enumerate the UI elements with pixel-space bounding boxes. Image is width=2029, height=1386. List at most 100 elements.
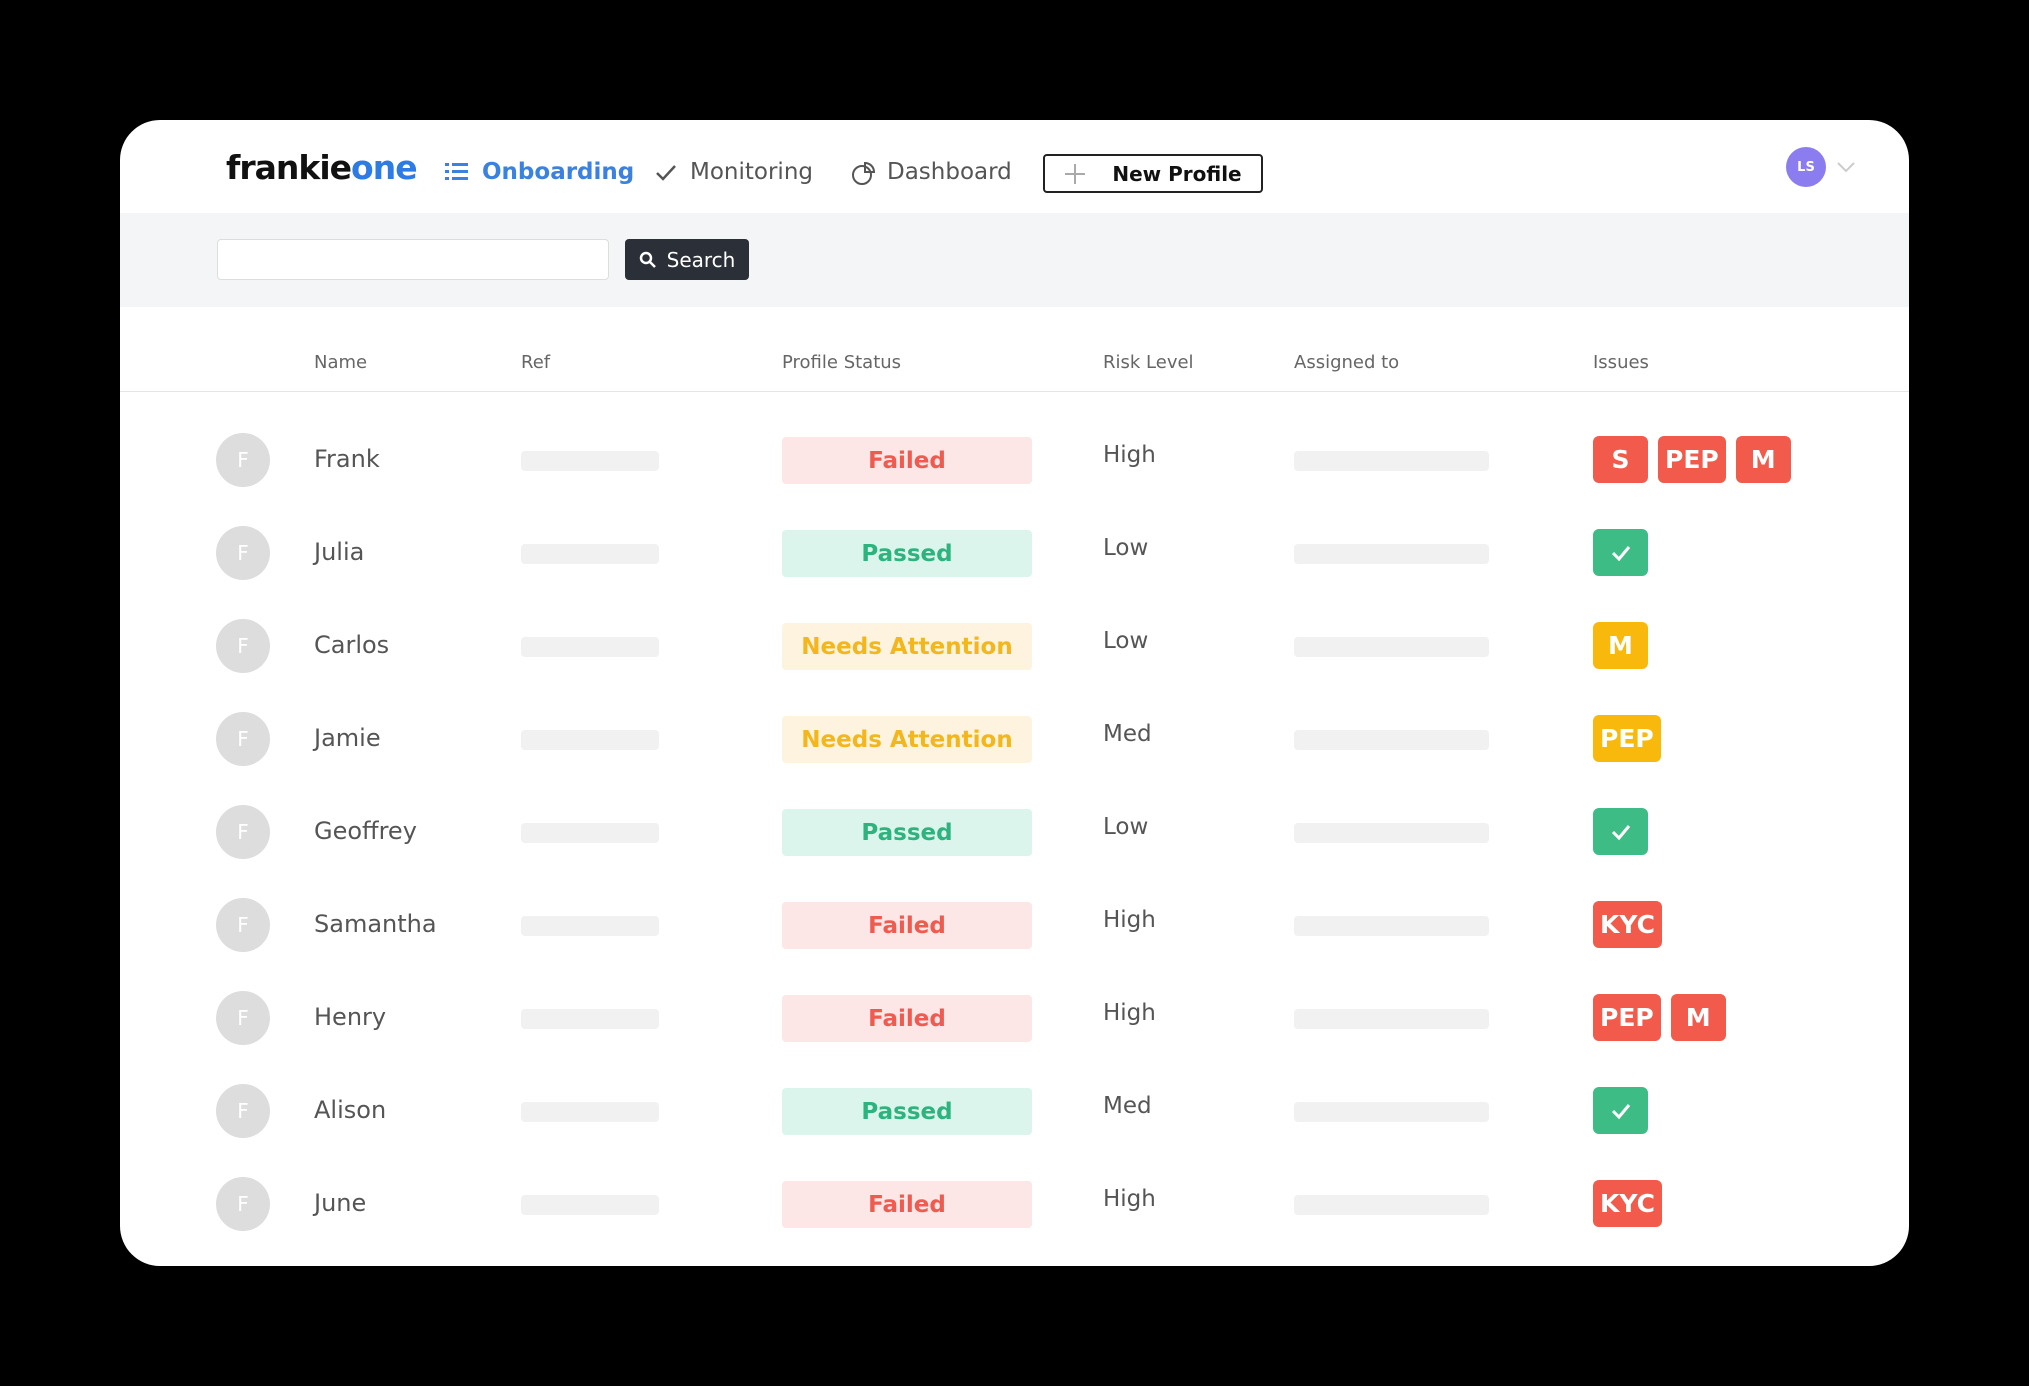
row-avatar: F: [216, 1177, 270, 1231]
column-header: Name: [314, 352, 368, 373]
issue-tag: M: [1735, 436, 1791, 483]
assigned-placeholder: [1294, 1102, 1489, 1122]
issues: PEP: [1593, 715, 1661, 762]
assigned-placeholder: [1294, 544, 1489, 564]
assigned-placeholder: [1294, 1195, 1489, 1215]
risk-level: Med: [1103, 721, 1152, 747]
table-row[interactable]: F Samantha Failed High KYC: [120, 879, 1909, 972]
nav-onboarding[interactable]: Onboarding: [482, 159, 635, 185]
issues: [1593, 529, 1648, 576]
chevron[interactable]: [1836, 160, 1856, 174]
search-input[interactable]: [217, 239, 609, 280]
issues: KYC: [1593, 1180, 1662, 1227]
check-icon: [1611, 545, 1630, 561]
assigned-placeholder: [1294, 730, 1489, 750]
issue-tag: S: [1593, 436, 1648, 483]
status-badge: Passed: [782, 1088, 1032, 1135]
ref-placeholder: [521, 1009, 659, 1029]
risk-level: High: [1103, 1000, 1156, 1026]
status-badge: Failed: [782, 1181, 1032, 1228]
check-icon: [1611, 1103, 1630, 1119]
status-badge: Needs Attention: [782, 623, 1032, 670]
row-avatar: F: [216, 1084, 270, 1138]
plus-icon: [1065, 163, 1086, 184]
row-avatar: F: [216, 712, 270, 766]
issue-tag: KYC: [1593, 1180, 1662, 1227]
column-header: Ref: [521, 352, 551, 373]
risk-level: High: [1103, 442, 1156, 468]
assigned-placeholder: [1294, 637, 1489, 657]
risk-level: Med: [1103, 1093, 1152, 1119]
row-avatar: F: [216, 805, 270, 859]
issue-tag: KYC: [1593, 901, 1662, 948]
list-icon: [445, 163, 468, 180]
new-profile-button[interactable]: New Profile: [1043, 154, 1263, 193]
table-row[interactable]: F Jamie Needs Attention Med PEP: [120, 693, 1909, 786]
risk-level: Low: [1103, 628, 1149, 654]
status-badge: Needs Attention: [782, 716, 1032, 763]
status-badge: Passed: [782, 809, 1032, 856]
logo-text: frankie: [226, 148, 352, 187]
issue-check: [1593, 529, 1648, 576]
name: Samantha: [314, 910, 437, 938]
table-row[interactable]: F Frank Failed High S PEP M: [120, 414, 1909, 507]
search-icon: [639, 251, 656, 268]
assigned-placeholder: [1294, 1009, 1489, 1029]
issues: KYC: [1593, 901, 1662, 948]
name: Geoffrey: [314, 817, 417, 845]
pie-icon: [852, 162, 875, 185]
logo[interactable]: frankieone: [226, 148, 418, 187]
issue-tag: PEP: [1593, 715, 1661, 762]
risk-level: High: [1103, 1186, 1156, 1212]
issue-tag: PEP: [1658, 436, 1726, 483]
name: June: [314, 1189, 367, 1217]
nav-dashboard[interactable]: Dashboard: [887, 159, 1012, 185]
column-header: Risk Level: [1103, 352, 1194, 373]
table-row[interactable]: F Henry Failed High PEP M: [120, 972, 1909, 1065]
ref-placeholder: [521, 637, 659, 657]
row-avatar: F: [216, 433, 270, 487]
ref-placeholder: [521, 823, 659, 843]
ref-placeholder: [521, 1195, 659, 1215]
table-row[interactable]: F Geoffrey Passed Low: [120, 786, 1909, 879]
name: Alison: [314, 1096, 387, 1124]
name: Julia: [314, 538, 365, 566]
risk-level: High: [1103, 907, 1156, 933]
nav-monitoring[interactable]: Monitoring: [690, 159, 813, 185]
status-badge: Failed: [782, 995, 1032, 1042]
ref-placeholder: [521, 451, 659, 471]
status-badge: Failed: [782, 437, 1032, 484]
column-header: Issues: [1593, 352, 1649, 373]
assigned-placeholder: [1294, 451, 1489, 471]
issues: [1593, 808, 1648, 855]
ref-placeholder: [521, 544, 659, 564]
user-avatar[interactable]: LS: [1786, 147, 1826, 187]
table-row[interactable]: F Carlos Needs Attention Low M: [120, 600, 1909, 693]
issue-tag: PEP: [1593, 994, 1661, 1041]
table-row[interactable]: F Alison Passed Med: [120, 1065, 1909, 1158]
logo-text: one: [351, 148, 418, 187]
status-badge: Failed: [782, 902, 1032, 949]
issue-check: [1593, 1087, 1648, 1134]
issues: M: [1593, 622, 1648, 669]
row-avatar: F: [216, 991, 270, 1045]
search-button[interactable]: Search: [625, 239, 749, 280]
name: Carlos: [314, 631, 390, 659]
search-bar: Search: [120, 213, 1909, 307]
button-label: New Profile: [1112, 161, 1242, 186]
app-window: frankieone Onboarding Monitoring Dashboa…: [120, 120, 1909, 1266]
issue-tag: M: [1593, 622, 1648, 669]
column-header: Profile Status: [782, 352, 902, 373]
name: Henry: [314, 1003, 387, 1031]
table-row[interactable]: F June Failed High KYC: [120, 1158, 1909, 1251]
issues: [1593, 1087, 1648, 1134]
issue-tag: M: [1670, 994, 1726, 1041]
status-badge: Passed: [782, 530, 1032, 577]
divider: [120, 391, 1909, 392]
issues: S PEP M: [1593, 436, 1791, 483]
check-icon: [1611, 824, 1630, 840]
issue-check: [1593, 808, 1648, 855]
assigned-placeholder: [1294, 916, 1489, 936]
table-row[interactable]: F Julia Passed Low: [120, 507, 1909, 600]
